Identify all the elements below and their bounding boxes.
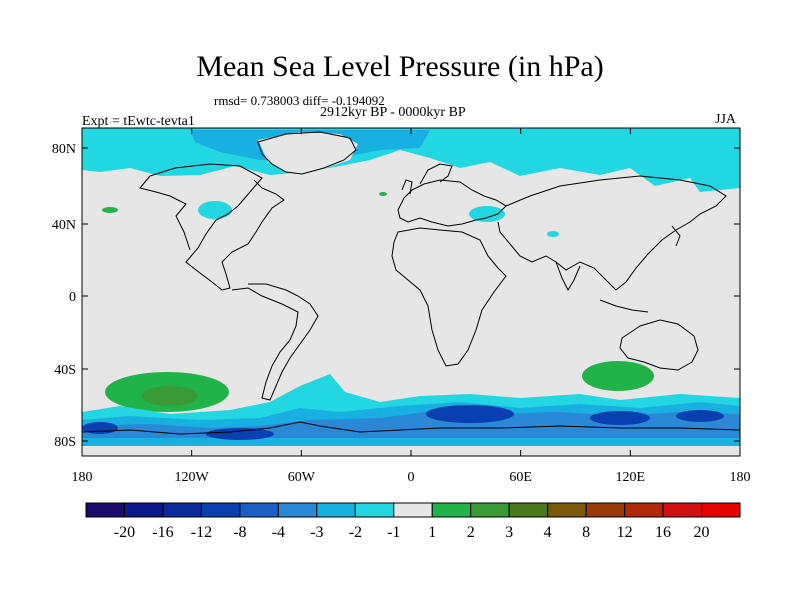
lon-tick-label: 180	[730, 470, 751, 485]
colorbar-label: -20	[114, 524, 135, 541]
colorbar-box	[200, 502, 241, 518]
colorbar-box	[393, 502, 433, 518]
colorbar-label: -2	[349, 524, 362, 541]
indian-ocean-positive-anomaly	[582, 361, 654, 391]
season-label: JJA	[715, 112, 737, 127]
coastlines	[82, 131, 740, 435]
colorbar-label: 12	[617, 524, 633, 541]
southern-ocean-minimum-atlantic	[426, 405, 514, 423]
rmsd-stats: rmsd= 0.738003 diff= -0.194092	[214, 93, 385, 108]
coastline-scandinavia	[419, 163, 453, 185]
coastline-indonesia	[599, 299, 649, 313]
map-title: Mean Sea Level Pressure (in hPa)	[196, 50, 604, 83]
south-pacific-anomaly-core	[142, 386, 198, 406]
colorbar-label: 1	[428, 524, 436, 541]
colorbar-labels: -20 -16 -12 -8 -4 -3 -2 -1 1 2 3 4 8 12 16 20	[114, 524, 710, 541]
time-period: 2912kyr BP - 0000kyr BP	[320, 105, 466, 120]
southern-ocean-minimum-indian	[590, 411, 650, 425]
colorbar-box	[470, 502, 510, 518]
lon-tick-label: 180	[72, 470, 93, 485]
colorbar-box	[162, 502, 202, 518]
colorbar-label: -3	[310, 524, 323, 541]
colorbar-label: -16	[152, 524, 173, 541]
colorbar-label: 4	[544, 524, 552, 541]
greenland-region	[258, 132, 358, 174]
lat-tick-label: 40S	[54, 363, 76, 378]
colorbar-box	[508, 502, 549, 518]
atlantic-green-patch	[379, 192, 387, 196]
colorbar-label: -12	[191, 524, 212, 541]
colorbar-box	[239, 502, 279, 518]
coastline-uk	[401, 179, 413, 195]
colorbar-box	[662, 502, 703, 518]
colorbar-label: 16	[655, 524, 671, 541]
coastline-africa	[391, 227, 507, 367]
colorbar-box	[277, 502, 318, 518]
southern-ocean-minimum-tasman	[676, 410, 724, 422]
lon-tick-label: 0	[408, 470, 415, 485]
colorbar-label: -8	[233, 524, 246, 541]
coastline-north-america	[149, 163, 285, 291]
coastline-australia	[619, 319, 699, 371]
coastline-india	[555, 261, 581, 292]
lat-tick-label: 80N	[52, 142, 76, 157]
colorbar-label: 3	[505, 524, 513, 541]
hudson-bay-anomaly	[198, 201, 232, 219]
map-field	[82, 128, 740, 456]
colorbar-boxes	[85, 502, 741, 518]
experiment-label: Expt = tEwtc-tevta1	[82, 114, 195, 129]
colorbar-box	[431, 502, 472, 518]
lat-tick-label: 80S	[54, 435, 76, 450]
pacific-green-patch	[102, 207, 118, 213]
coastline-south-america	[231, 283, 319, 401]
colorbar-label: -4	[272, 524, 285, 541]
colorbar-box	[701, 502, 741, 518]
colorbar-box	[547, 502, 587, 518]
lat-tick-label: 40N	[52, 218, 76, 233]
colorbar-label: 2	[467, 524, 475, 541]
colorbar-box	[624, 502, 664, 518]
colorbar-label: 8	[582, 524, 590, 541]
southern-ocean-minimum-pacific	[206, 428, 274, 440]
coastline-asia	[497, 175, 727, 291]
colorbar-label: -1	[387, 524, 400, 541]
lon-tick-label: 60W	[288, 470, 316, 485]
coastline-europe	[397, 179, 507, 227]
colorbar-box	[123, 502, 164, 518]
coastline-alaska	[139, 175, 191, 251]
colorbar-label: 20	[694, 524, 710, 541]
black-sea-anomaly	[469, 206, 505, 222]
coastline-japan	[671, 225, 681, 247]
lon-tick-label: 120W	[175, 470, 210, 485]
colorbar-box	[85, 502, 125, 518]
arabian-anomaly	[547, 231, 559, 237]
lon-tick-label: 60E	[509, 470, 532, 485]
axis-ticks: 80N 40N 0 40S 80S 180 120W 60W 0 60E 120E 180	[52, 128, 751, 485]
lat-tick-label: 0	[69, 290, 76, 305]
colorbar-box	[585, 502, 626, 518]
coastline-greenland	[257, 131, 357, 175]
lon-tick-label: 120E	[616, 470, 646, 485]
coastline-antarctica	[82, 421, 740, 435]
colorbar-box	[316, 502, 356, 518]
colorbar-box	[354, 502, 395, 518]
